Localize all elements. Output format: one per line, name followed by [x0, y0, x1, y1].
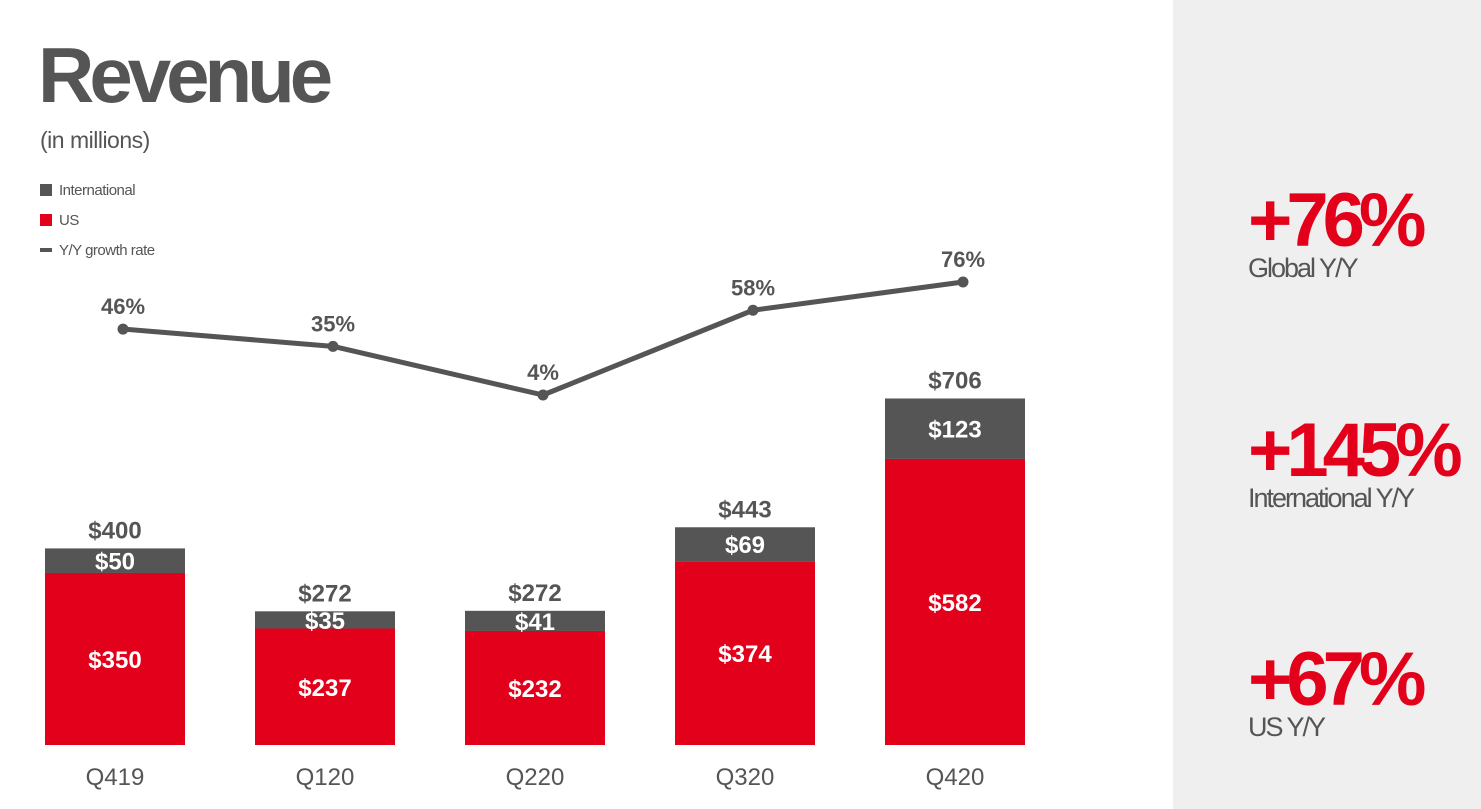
- legend-item-international: International: [40, 175, 155, 205]
- bar-us-Q420: [885, 458, 1025, 745]
- international-growth-value: +145%: [1248, 408, 1463, 493]
- bar-us-Q320: [675, 561, 815, 745]
- us-growth-label: US Y/Y: [1248, 712, 1326, 743]
- growth-label-Q420: 76%: [941, 247, 985, 272]
- revenue-chart: $350$50$400Q419$237$35$272Q120$232$41$27…: [45, 247, 1025, 791]
- legend-item-growth: Y/Y growth rate: [40, 235, 155, 265]
- international-growth-label: International Y/Y: [1248, 483, 1415, 514]
- data-label-us-Q419: $350: [88, 647, 141, 674]
- growth-point-Q320: [747, 304, 759, 316]
- growth-point-Q420: [957, 276, 969, 288]
- bar-us-Q220: [465, 630, 605, 745]
- us-growth-stat: +67% US Y/Y: [1248, 637, 1426, 743]
- legend-label-growth: Y/Y growth rate: [59, 241, 155, 259]
- data-label-total-Q420: $706: [928, 367, 981, 394]
- x-tick-label-Q320: Q320: [716, 764, 775, 791]
- bar-international-Q419: [45, 548, 185, 573]
- bar-international-Q220: [465, 610, 605, 631]
- data-label-total-Q120: $272: [298, 580, 351, 607]
- legend-item-us: US: [40, 205, 155, 235]
- data-label-us-Q420: $582: [928, 590, 981, 617]
- legend-swatch-us: [40, 214, 52, 226]
- data-label-total-Q220: $272: [508, 580, 561, 607]
- bar-international-Q420: [885, 398, 1025, 459]
- chart-subtitle: (in millions): [40, 127, 150, 153]
- data-label-international-Q220: $41: [515, 609, 555, 636]
- bar-international-Q320: [675, 527, 815, 562]
- growth-point-Q220: [537, 389, 549, 401]
- x-tick-label-Q419: Q419: [86, 764, 145, 791]
- data-label-us-Q120: $237: [298, 675, 351, 702]
- international-growth-stat: +145% International Y/Y: [1248, 408, 1463, 514]
- x-tick-label-Q420: Q420: [926, 764, 985, 791]
- data-label-us-Q320: $374: [718, 641, 772, 668]
- highlights-panel: +76% Global Y/Y +145% International Y/Y …: [1173, 0, 1481, 809]
- bar-us-Q120: [255, 628, 395, 745]
- growth-label-Q120: 35%: [311, 311, 355, 336]
- legend-swatch-growth: [40, 248, 52, 252]
- x-tick-label-Q120: Q120: [296, 764, 355, 791]
- growth-label-Q220: 4%: [527, 360, 559, 385]
- bar-international-Q120: [255, 611, 395, 629]
- data-label-international-Q120: $35: [305, 608, 345, 635]
- global-growth-value: +76%: [1248, 178, 1426, 263]
- data-label-international-Q419: $50: [95, 549, 135, 576]
- x-tick-label-Q220: Q220: [506, 764, 565, 791]
- data-label-total-Q320: $443: [718, 496, 771, 523]
- legend-label-us: US: [59, 211, 79, 229]
- legend: International US Y/Y growth rate: [40, 175, 155, 265]
- growth-label-Q320: 58%: [731, 275, 775, 300]
- bar-us-Q419: [45, 572, 185, 745]
- growth-point-Q419: [117, 323, 129, 335]
- growth-label-Q419: 46%: [101, 294, 145, 319]
- chart-title: Revenue: [38, 31, 333, 119]
- data-label-us-Q220: $232: [508, 676, 561, 703]
- data-label-international-Q320: $69: [725, 532, 765, 559]
- global-growth-stat: +76% Global Y/Y: [1248, 178, 1426, 284]
- data-label-international-Q420: $123: [928, 417, 981, 444]
- legend-label-international: International: [59, 181, 136, 199]
- global-growth-label: Global Y/Y: [1248, 253, 1359, 284]
- us-growth-value: +67%: [1248, 637, 1426, 722]
- legend-swatch-international: [40, 184, 52, 196]
- growth-point-Q120: [327, 340, 339, 352]
- data-label-total-Q419: $400: [88, 517, 141, 544]
